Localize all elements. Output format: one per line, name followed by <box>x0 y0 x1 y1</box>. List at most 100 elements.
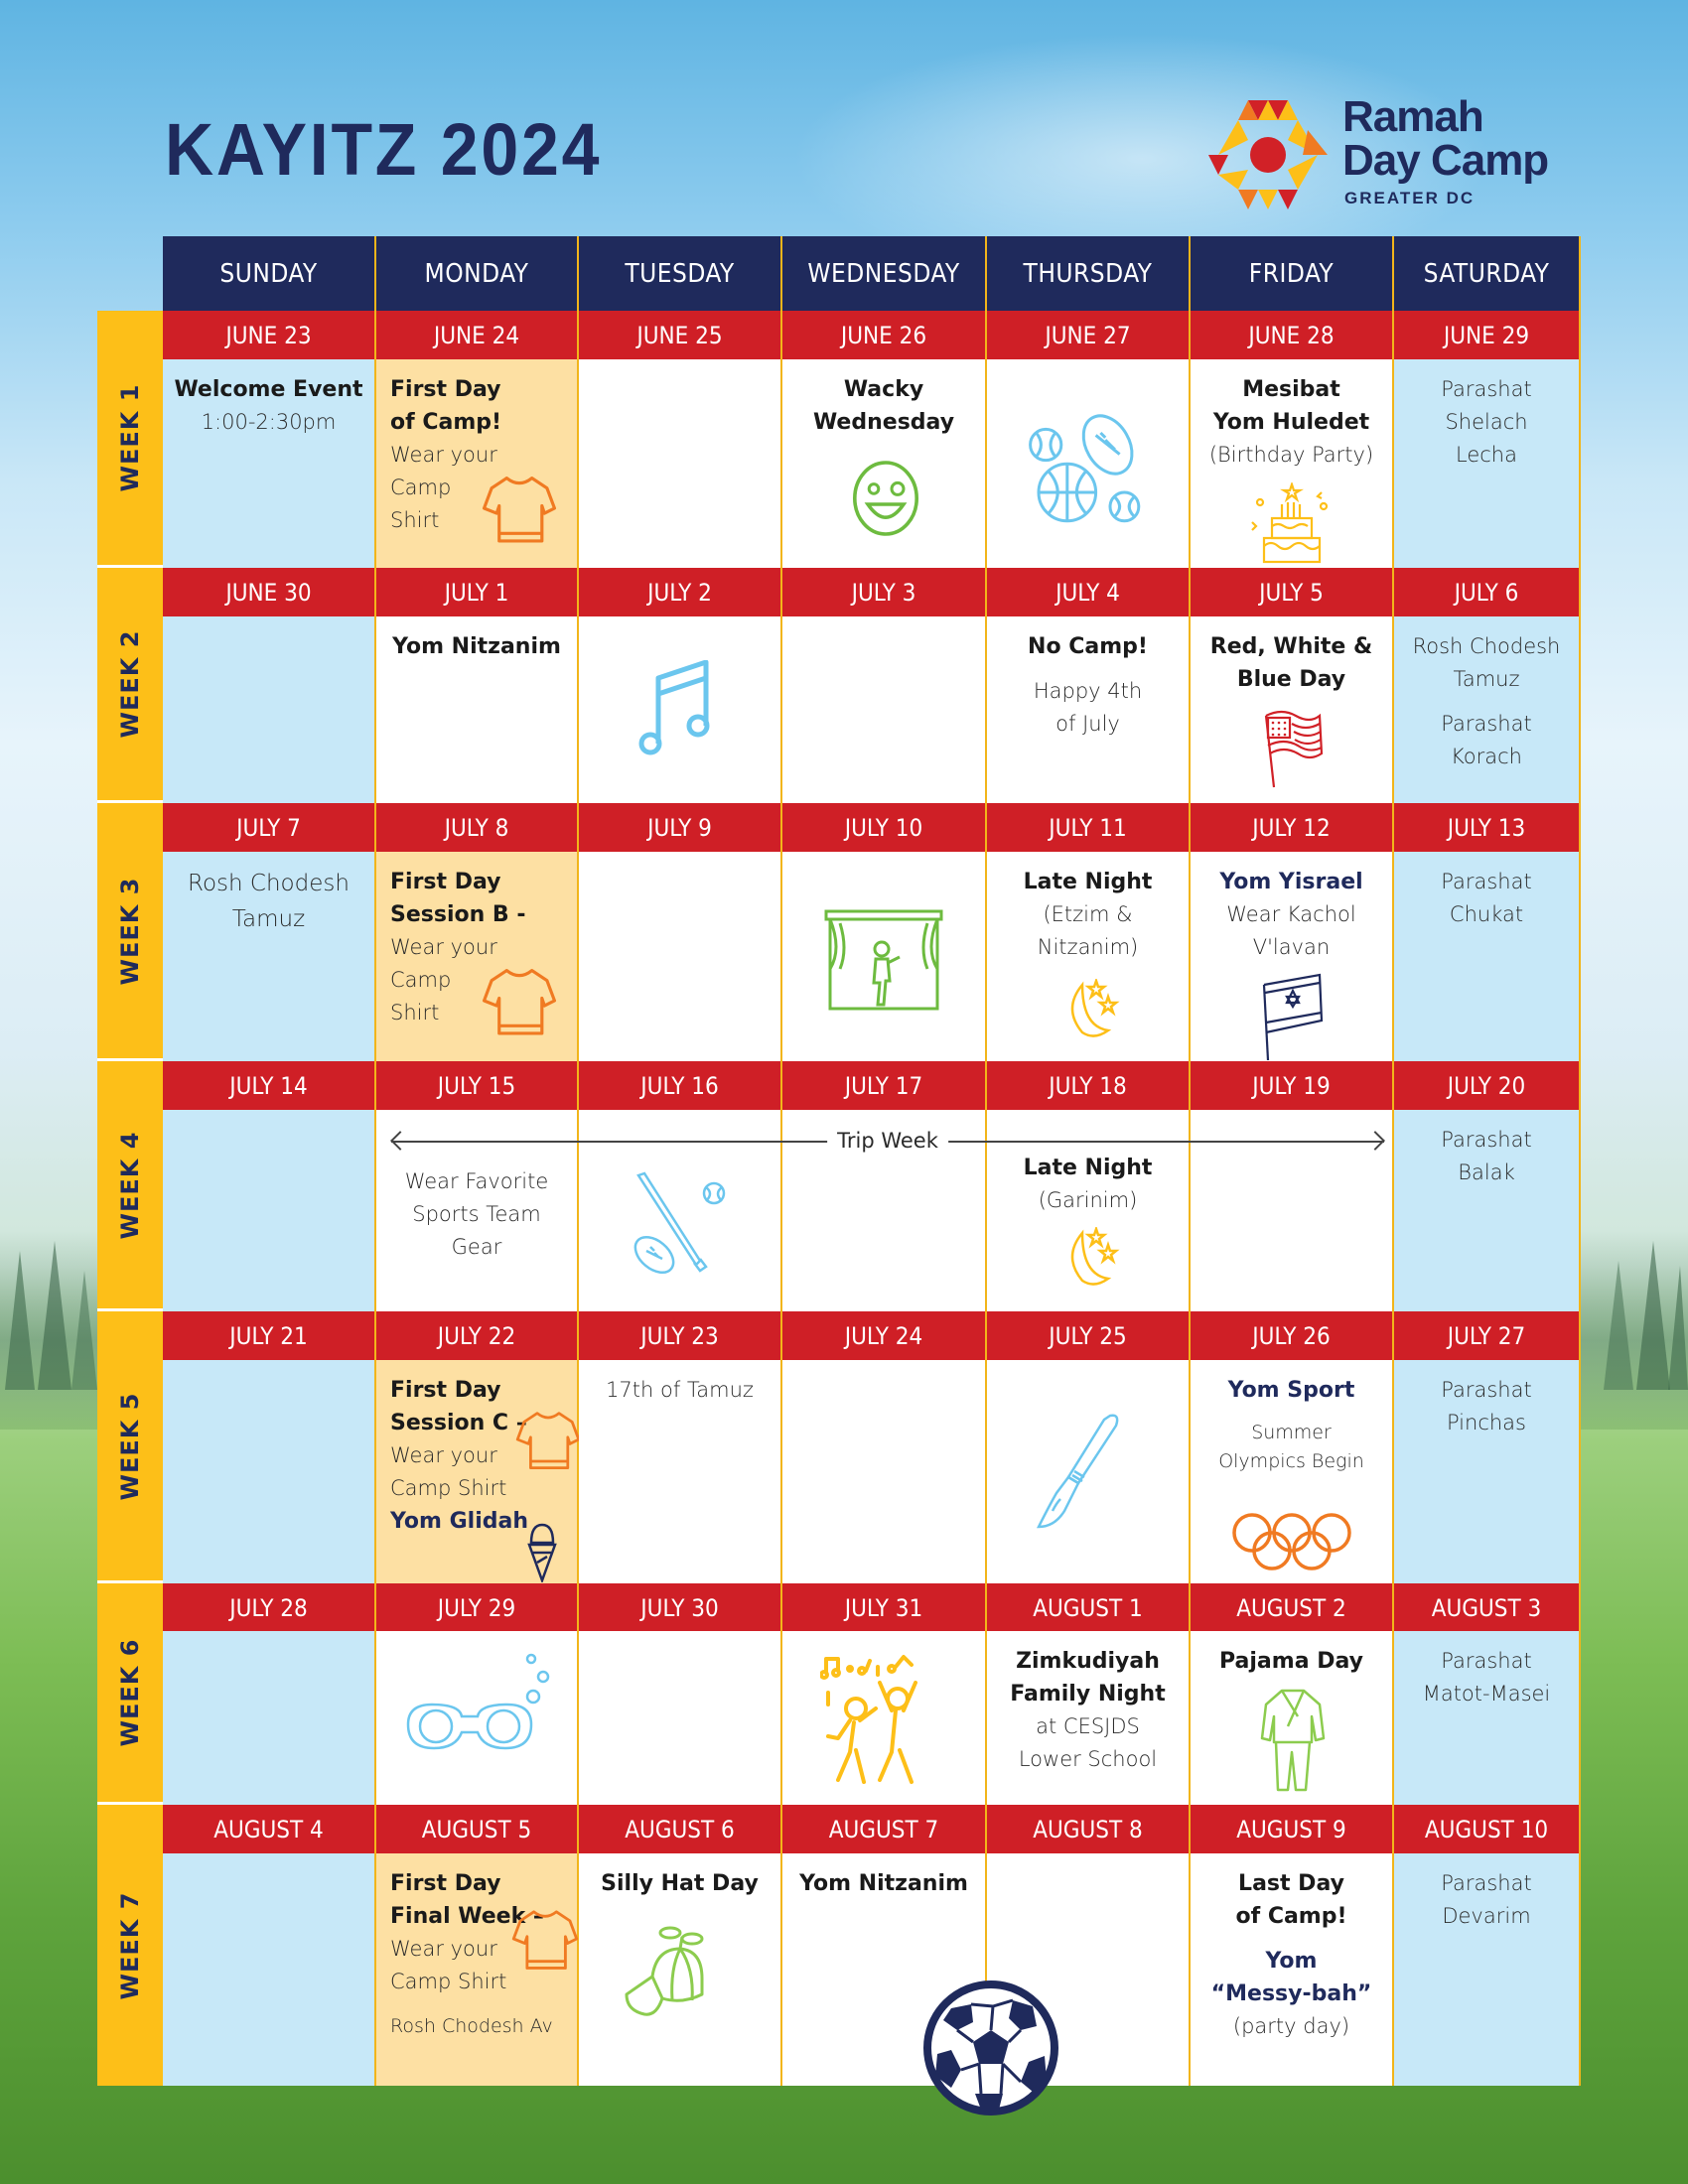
parashat-name: Shelach <box>1445 410 1528 434</box>
cell-august-5: First Day Final Week – Wear your Camp Sh… <box>376 1853 579 2086</box>
date-july-30: JULY 30 <box>579 1583 782 1632</box>
header-monday: MONDAY <box>376 236 579 311</box>
t-shirt-icon <box>511 1910 579 1970</box>
week-1-tab: WEEK 1 <box>97 311 163 568</box>
event-note: Camp Shirt <box>390 1970 507 1993</box>
cell-july-13: Parashat Chukat <box>1394 852 1581 1061</box>
cell-august-9: Last Day of Camp! Yom “Messy-bah” (party… <box>1191 1853 1394 2086</box>
week-5-label: WEEK 5 <box>116 1392 144 1500</box>
cell-july-16 <box>579 1110 782 1311</box>
trip-week-span: Trip Week <box>390 1126 1385 1156</box>
date-july-27: JULY 27 <box>1394 1311 1581 1360</box>
event-title: “Messy-bah” <box>1210 1981 1372 2006</box>
event-note: Camp <box>390 968 452 992</box>
date-june-23: JUNE 23 <box>163 311 376 359</box>
date-july-19: JULY 19 <box>1191 1061 1394 1110</box>
cell-july-14 <box>163 1110 376 1311</box>
event-title: First Day <box>390 870 501 894</box>
cell-june-26: Wacky Wednesday <box>782 359 987 568</box>
event-title: Red, White & <box>1209 634 1373 659</box>
week-6-tab: WEEK 6 <box>97 1583 163 1805</box>
date-july-29: JULY 29 <box>376 1583 579 1632</box>
date-july-13: JULY 13 <box>1394 803 1581 852</box>
cell-july-12: Yom Yisrael Wear Kachol V'lavan <box>1191 852 1394 1061</box>
date-august-5: AUGUST 5 <box>376 1805 579 1853</box>
pine-trees-right <box>1604 1241 1688 1390</box>
header-saturday: SATURDAY <box>1394 236 1581 311</box>
date-august-3: AUGUST 3 <box>1394 1583 1581 1632</box>
arrow-left-icon <box>390 1131 410 1151</box>
cell-july-30 <box>579 1631 782 1805</box>
ramah-logo: Ramah Day Camp GREATER DC <box>1203 95 1601 214</box>
date-july-20: JULY 20 <box>1394 1061 1581 1110</box>
logo-name: Ramah Day Camp <box>1342 92 1549 185</box>
date-august-1: AUGUST 1 <box>987 1583 1191 1632</box>
cell-june-27 <box>987 359 1191 568</box>
cell-july-23: 17th of Tamuz <box>579 1360 782 1583</box>
event-title: Yom Nitzanim <box>799 1871 968 1896</box>
olympic-rings-icon <box>1232 1513 1351 1570</box>
parashat-name: Balak <box>1458 1160 1515 1184</box>
cell-july-2 <box>579 616 782 803</box>
cell-july-19 <box>1191 1110 1394 1311</box>
date-july-10: JULY 10 <box>782 803 987 852</box>
cell-july-20: Parashat Balak <box>1394 1110 1581 1311</box>
israel-flag-icon <box>1262 973 1324 1061</box>
event-note: Camp Shirt <box>390 1476 507 1500</box>
date-july-3: JULY 3 <box>782 568 987 616</box>
date-july-2: JULY 2 <box>579 568 782 616</box>
date-june-24: JUNE 24 <box>376 311 579 359</box>
cell-july-3 <box>782 616 987 803</box>
paintbrush-icon <box>1036 1414 1119 1529</box>
date-august-9: AUGUST 9 <box>1191 1805 1394 1853</box>
event-title: First Day <box>390 377 501 402</box>
cell-august-1: Zimkudiyah Family Night at CESJDS Lower … <box>987 1631 1191 1805</box>
event-note: (Birthday Party) <box>1208 443 1374 467</box>
event-note: Wear Favorite <box>404 1169 549 1193</box>
cell-june-24: First Day of Camp! Wear your Camp Shirt <box>376 359 579 568</box>
date-july-25: JULY 25 <box>987 1311 1191 1360</box>
event-title: of Camp! <box>390 410 502 435</box>
soccer-ball-icon <box>923 1980 1058 2116</box>
dancing-people-icon <box>820 1655 917 1784</box>
parashat-label: Parashat <box>1441 1871 1532 1895</box>
date-august-8: AUGUST 8 <box>987 1805 1191 1853</box>
event-title: Pajama Day <box>1219 1649 1363 1674</box>
header-sunday: SUNDAY <box>163 236 376 311</box>
event-title: No Camp! <box>1028 634 1148 659</box>
date-june-30: JUNE 30 <box>163 568 376 616</box>
event-title: Last Day <box>1238 1871 1344 1896</box>
event-note: (Garinim) <box>1038 1188 1138 1212</box>
event-title: Yom Sport <box>1227 1378 1355 1403</box>
cell-june-28: Mesibat Yom Huledet (Birthday Party) <box>1191 359 1394 568</box>
cell-july-4: No Camp! Happy 4th of July <box>987 616 1191 803</box>
cell-july-21 <box>163 1360 376 1583</box>
cell-july-22: First Day Session C – Wear your Camp Shi… <box>376 1360 581 1583</box>
parashat-label: Parashat <box>1441 1378 1532 1402</box>
rosh-chodesh-month: Tamuz <box>1453 667 1520 691</box>
date-july-21: JULY 21 <box>163 1311 376 1360</box>
event-location: Lower School <box>1018 1747 1158 1771</box>
week-7-label: WEEK 7 <box>116 1891 144 1999</box>
moon-stars-icon <box>1070 979 1120 1037</box>
date-july-12: JULY 12 <box>1191 803 1394 852</box>
event-title: Yom <box>1265 1949 1318 1974</box>
parashat-name: Korach <box>1451 745 1522 768</box>
parashat-name: Chukat <box>1449 902 1524 926</box>
event-title: First Day <box>390 1871 501 1896</box>
t-shirt-icon <box>482 969 557 1035</box>
event-note: Wear your <box>390 1937 497 1961</box>
date-august-7: AUGUST 7 <box>782 1805 987 1853</box>
cell-july-8: First Day Session B - Wear your Camp Shi… <box>376 852 579 1061</box>
trip-week-label: Trip Week <box>827 1126 948 1156</box>
sports-balls-icon <box>1029 414 1141 523</box>
date-june-25: JUNE 25 <box>579 311 782 359</box>
event-title: Yom Yisrael <box>1219 870 1363 894</box>
cell-july-7: Rosh Chodesh Tamuz <box>163 852 376 1061</box>
rosh-chodesh-note: Rosh Chodesh Av <box>390 2015 553 2037</box>
date-july-1: JULY 1 <box>376 568 579 616</box>
header-thursday: THURSDAY <box>987 236 1191 311</box>
week-5-tab: WEEK 5 <box>97 1311 163 1583</box>
event-title: Yom Huledet <box>1212 410 1370 435</box>
event-title: Blue Day <box>1236 667 1346 692</box>
